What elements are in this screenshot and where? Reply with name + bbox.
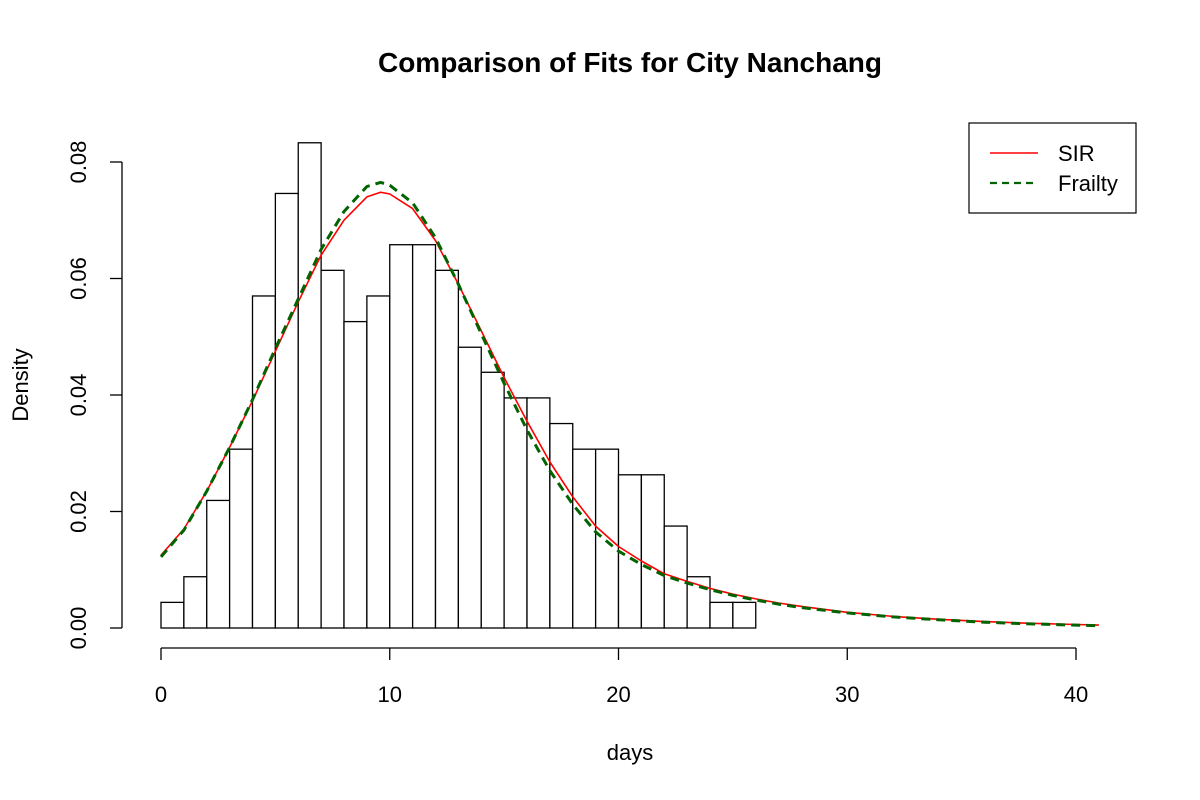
legend-label-sir: SIR [1058, 141, 1095, 166]
histogram-bar [732, 601, 757, 629]
histogram-bar [640, 474, 665, 629]
histogram-bar [228, 448, 254, 629]
histogram-bar [503, 397, 528, 629]
y-axis: 0.00 0.02 0.04 0.06 0.08 [66, 141, 123, 650]
histogram-bar [297, 142, 322, 629]
x-tick-label: 0 [155, 682, 167, 707]
histogram-bar [389, 244, 414, 629]
chart-title: Comparison of Fits for City Nanchang [378, 47, 882, 78]
y-tick-label: 0.00 [66, 607, 91, 650]
histogram-bar [183, 576, 208, 629]
y-tick-label: 0.04 [66, 374, 91, 417]
histogram-bar [480, 371, 505, 629]
series-line-frailty [159, 180, 1099, 628]
histogram-bar [594, 448, 620, 629]
histogram-bar [320, 269, 345, 629]
histogram-bar [457, 346, 482, 629]
histogram-bar [274, 192, 299, 629]
histogram-bar [549, 422, 574, 629]
x-tick-label: 20 [606, 682, 630, 707]
histogram-bar [411, 244, 437, 629]
histogram-bars [160, 142, 757, 629]
histogram-bar [251, 295, 277, 629]
histogram-bar [709, 601, 734, 629]
histogram-bar [572, 448, 597, 629]
y-tick-label: 0.02 [66, 490, 91, 533]
legend-label-frailty: Frailty [1058, 171, 1118, 196]
x-tick-label: 10 [378, 682, 402, 707]
histogram-bar [206, 499, 231, 629]
y-axis-label: Density [8, 348, 33, 421]
y-tick-label: 0.08 [66, 141, 91, 184]
y-tick-label: 0.06 [66, 257, 91, 300]
histogram-bar [366, 295, 391, 629]
histogram-bar [526, 397, 551, 629]
x-tick-label: 30 [835, 682, 859, 707]
histogram-bar [160, 601, 185, 629]
legend: SIR Frailty [968, 122, 1137, 214]
x-axis: 0 10 20 30 40 [155, 647, 1088, 707]
histogram-bar [343, 320, 368, 629]
fit-curves [159, 180, 1099, 628]
legend-box [968, 122, 1137, 214]
x-axis-label: days [607, 740, 653, 765]
x-tick-label: 40 [1064, 682, 1088, 707]
histogram-bar [434, 269, 460, 629]
